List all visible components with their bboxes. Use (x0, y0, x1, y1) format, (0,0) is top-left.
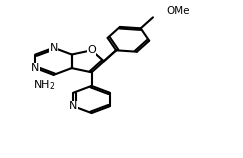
Text: N: N (31, 63, 40, 73)
Text: N: N (69, 101, 78, 111)
Text: N: N (49, 43, 58, 53)
Text: NH$_2$: NH$_2$ (33, 79, 55, 92)
Text: O: O (87, 45, 96, 55)
Text: OMe: OMe (166, 6, 190, 16)
